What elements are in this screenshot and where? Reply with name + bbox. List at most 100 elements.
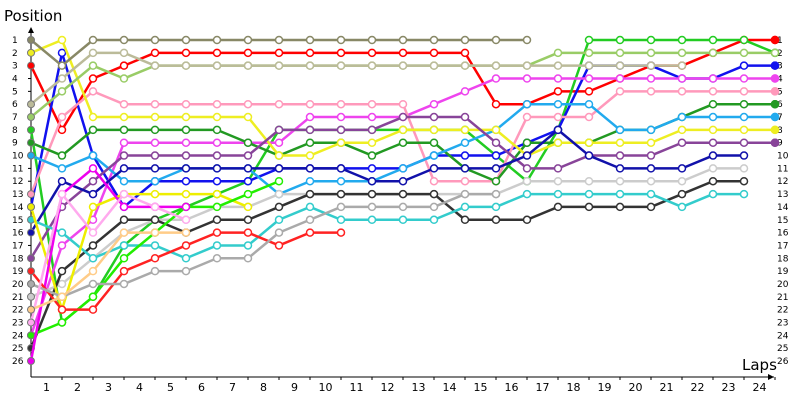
data-point — [460, 48, 470, 58]
data-point — [677, 61, 687, 70]
data-point — [336, 164, 346, 173]
data-point — [584, 138, 594, 147]
data-point — [553, 138, 563, 147]
data-point — [739, 138, 749, 147]
data-point — [491, 151, 501, 160]
y-tick-label-right: 11 — [777, 164, 788, 174]
data-point — [119, 228, 129, 237]
data-point — [119, 112, 129, 122]
data-point — [181, 48, 191, 58]
data-point — [367, 189, 377, 199]
data-point — [150, 35, 160, 45]
y-tick-label-left: 9 — [12, 139, 18, 149]
series-line — [29, 167, 186, 362]
data-point — [522, 176, 532, 186]
data-point — [398, 176, 408, 186]
data-point — [615, 35, 625, 45]
data-point — [27, 151, 35, 160]
x-tick-label: 12 — [381, 381, 395, 394]
data-point — [739, 99, 749, 109]
x-tick-label: 22 — [691, 381, 705, 394]
data-point — [553, 176, 563, 186]
data-point — [677, 35, 687, 45]
data-point — [119, 254, 129, 263]
data-point — [212, 228, 222, 237]
data-point — [305, 202, 315, 212]
series-line — [29, 179, 744, 349]
data-point — [305, 189, 315, 199]
data-point — [27, 138, 35, 147]
data-point — [615, 138, 625, 147]
data-point — [398, 189, 408, 199]
data-point — [212, 189, 222, 199]
data-point — [212, 112, 222, 122]
data-point — [27, 305, 35, 314]
data-point — [150, 61, 160, 70]
data-point — [367, 176, 377, 186]
data-point — [677, 189, 687, 199]
data-point — [119, 266, 129, 276]
x-tick-label: 18 — [567, 381, 581, 394]
y-tick-label-left: 3 — [12, 62, 18, 72]
x-axis-title: Laps — [742, 356, 777, 374]
data-point — [88, 228, 98, 237]
data-point — [708, 125, 718, 135]
data-point — [553, 87, 563, 96]
data-point — [181, 202, 191, 212]
y-tick-label-left: 12 — [12, 177, 23, 187]
data-point — [522, 215, 532, 225]
data-point — [57, 305, 67, 314]
data-point — [584, 99, 594, 109]
y-tick-label-right: 12 — [777, 177, 788, 187]
data-point — [243, 189, 253, 199]
series-line — [29, 128, 744, 234]
data-point — [88, 74, 98, 83]
y-tick-label-right: 24 — [777, 331, 789, 341]
data-point — [243, 61, 253, 70]
data-point — [739, 48, 749, 58]
x-tick-label: 19 — [598, 381, 612, 394]
final-position-marker — [770, 61, 780, 70]
data-point — [367, 48, 377, 58]
data-point — [57, 266, 67, 276]
data-point — [553, 164, 563, 173]
y-tick-label-left: 5 — [12, 87, 18, 97]
y-tick-label-left: 1 — [12, 36, 18, 46]
data-point — [150, 176, 160, 186]
x-axis-arrow-icon — [768, 374, 774, 380]
data-point — [212, 138, 222, 147]
series-12 — [27, 48, 687, 109]
data-point — [212, 176, 222, 186]
data-point — [708, 164, 718, 173]
data-point — [88, 48, 98, 58]
data-point — [88, 112, 98, 122]
series-11 — [27, 35, 532, 70]
data-point — [739, 87, 749, 96]
data-point — [243, 228, 253, 237]
data-point — [677, 202, 687, 212]
data-point — [88, 189, 98, 199]
data-point — [57, 292, 67, 302]
x-tick-label: 21 — [660, 381, 674, 394]
data-point — [57, 48, 67, 58]
data-point — [553, 48, 563, 58]
data-point — [150, 254, 160, 263]
data-point — [305, 138, 315, 147]
data-point — [429, 99, 439, 109]
data-point — [27, 228, 35, 237]
data-point — [708, 99, 718, 109]
data-point — [739, 164, 749, 173]
y-tick-label-right: 5 — [777, 87, 783, 97]
data-point — [429, 164, 439, 173]
data-point — [646, 125, 656, 135]
data-point — [336, 215, 346, 225]
data-point — [398, 48, 408, 58]
data-point — [27, 279, 35, 288]
data-point — [739, 35, 749, 45]
data-point — [398, 112, 408, 122]
data-point — [429, 35, 439, 45]
data-point — [57, 61, 67, 70]
data-point — [646, 87, 656, 96]
data-point — [708, 189, 718, 199]
